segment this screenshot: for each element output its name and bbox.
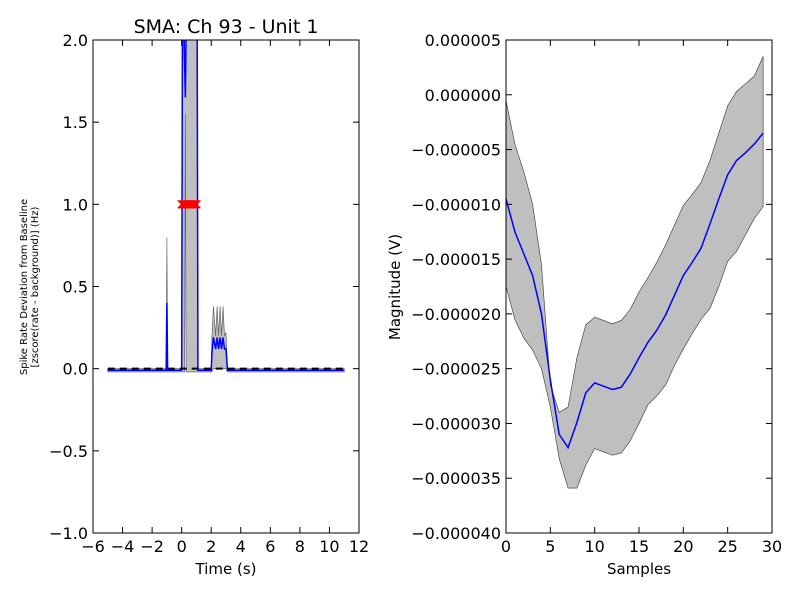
left-chart-y-tick-label: 0.5: [63, 278, 88, 297]
left-chart-x-tick-label: 10: [319, 537, 339, 556]
left-chart-marker: [191, 199, 201, 209]
left-chart-y-tick-label: 1.0: [63, 195, 88, 214]
left-chart-error-band: [107, 40, 345, 373]
right-chart-x-tick-label: 15: [629, 537, 649, 556]
right-chart: 0 5 10 15 20 25 30 −0.000040 −0.000035 −0.000030 −…: [386, 31, 782, 578]
left-chart-x-tick-label: −4: [111, 537, 135, 556]
right-chart-y-tick-label: −0.000015: [411, 250, 501, 269]
left-chart-mean-line: [107, 40, 187, 372]
right-chart-x-tick-label: 5: [545, 537, 555, 556]
right-chart-x-tick-label: 0: [501, 537, 511, 556]
right-chart-y-tick-label: 0.000000: [425, 86, 501, 105]
right-chart-x-tick-label: 10: [584, 537, 604, 556]
left-chart-y-tick-label: −0.5: [49, 442, 88, 461]
left-chart-x-tick-label: 8: [295, 537, 305, 556]
left-chart-title: SMA: Ch 93 - Unit 1: [134, 16, 319, 38]
left-chart-marker: [189, 199, 198, 209]
left-chart-x-tick-label: 2: [206, 537, 216, 556]
right-chart-y-tick-label: 0.000005: [425, 31, 501, 50]
right-chart-x-label: Samples: [607, 560, 671, 578]
left-chart-x-tick-label: −6: [81, 537, 105, 556]
left-chart-x-tick-label: 0: [177, 537, 187, 556]
left-chart: SMA: Ch 93 - Unit 1 −6 −4 −2 0 2 4 6 8 10 12 −1.0 −…: [19, 16, 369, 578]
left-chart-x-tick-label: 6: [265, 537, 275, 556]
left-chart-x-tick-label: 12: [349, 537, 369, 556]
left-chart-y-tick-label: −1.0: [49, 524, 88, 543]
left-chart-mean-line: [196, 40, 345, 372]
left-chart-y-tick-label: 2.0: [63, 31, 88, 50]
left-chart-y-tick-label: 1.5: [63, 113, 88, 132]
right-chart-y-label: Magnitude (V): [386, 234, 404, 340]
left-chart-marker: [190, 199, 200, 209]
left-chart-y-label-line2: [zscore(rate - background)] (Hz): [30, 206, 41, 367]
left-chart-x-tick-label: 4: [236, 537, 246, 556]
right-chart-y-tick-label: −0.000030: [411, 414, 501, 433]
right-chart-x-tick-label: 30: [762, 537, 782, 556]
right-chart-y-tick-label: −0.000035: [411, 469, 501, 488]
left-chart-x-label: Time (s): [195, 560, 257, 578]
right-chart-y-tick-label: −0.000025: [411, 360, 501, 379]
right-chart-x-tick-label: 20: [673, 537, 693, 556]
left-chart-y-label-line1: Spike Rate Deviation from Baseline: [19, 199, 30, 375]
left-chart-frame: [92, 39, 360, 534]
right-chart-error-band: [505, 56, 764, 489]
left-chart-x-tick-label: −2: [140, 537, 164, 556]
right-chart-x-tick-label: 25: [717, 537, 737, 556]
left-chart-y-tick-label: 0.0: [63, 360, 88, 379]
right-chart-mean-line: [505, 132, 764, 450]
right-chart-y-tick-label: −0.000020: [411, 305, 501, 324]
right-chart-y-tick-label: −0.000005: [411, 141, 501, 160]
right-chart-y-tick-label: −0.000010: [411, 195, 501, 214]
right-chart-y-tick-label: −0.000040: [411, 524, 501, 543]
